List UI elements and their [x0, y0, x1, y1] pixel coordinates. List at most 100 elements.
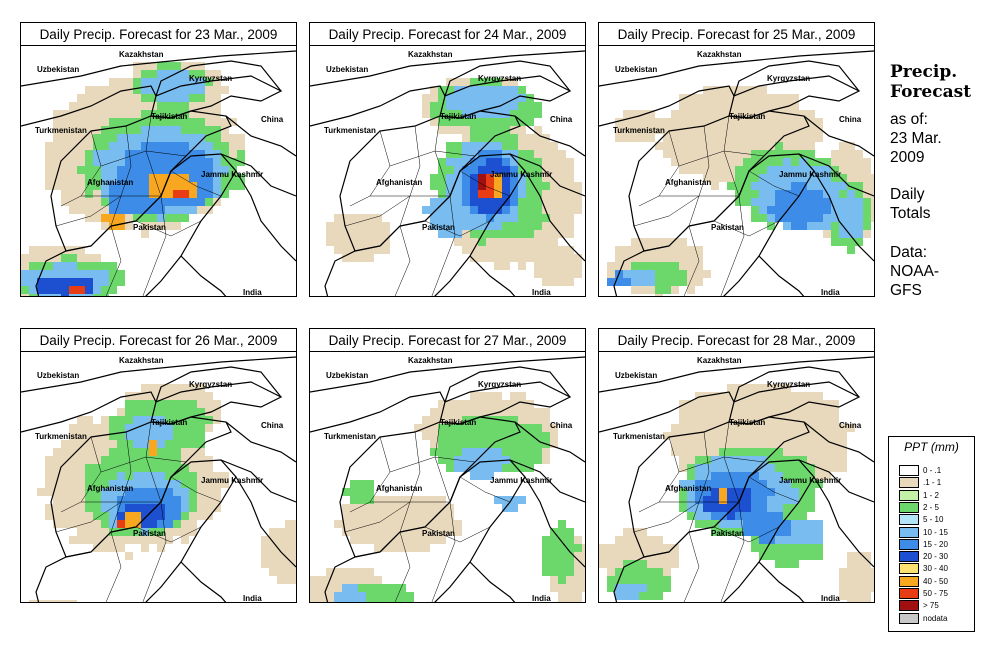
precip-cell — [366, 254, 374, 262]
precip-cell — [366, 600, 374, 602]
precip-cell — [518, 238, 526, 246]
country-border — [813, 170, 874, 262]
precip-cell — [815, 440, 823, 448]
precip-cell — [486, 198, 494, 206]
precip-cell — [165, 206, 173, 214]
precip-cell — [542, 254, 550, 262]
precip-cell — [823, 198, 831, 206]
precip-cell — [783, 448, 791, 456]
precip-cell — [261, 552, 269, 560]
precip-cell — [486, 142, 494, 150]
precip-cell — [839, 456, 847, 464]
precip-cell — [350, 214, 358, 222]
label-uzbekistan: Uzbekistan — [326, 65, 369, 74]
precip-cell — [430, 496, 438, 504]
precip-cell — [767, 384, 775, 392]
precip-cell — [711, 464, 719, 472]
precip-cell — [149, 504, 157, 512]
precip-cell — [109, 94, 117, 102]
legend-swatch — [899, 538, 919, 550]
precip-cell — [526, 246, 534, 254]
precip-cell — [486, 448, 494, 456]
precip-cell — [799, 214, 807, 222]
precip-cell — [478, 246, 486, 254]
precip-cell — [719, 110, 727, 118]
precip-cell — [486, 432, 494, 440]
precip-cell — [671, 158, 679, 166]
precip-cell — [695, 126, 703, 134]
precip-cell — [695, 262, 703, 270]
precip-cell — [534, 230, 542, 238]
precip-cell — [486, 440, 494, 448]
precip-cell — [197, 440, 205, 448]
precip-cell — [863, 552, 871, 560]
precip-cell — [310, 600, 318, 602]
province-border — [688, 431, 710, 533]
precip-cell — [839, 592, 847, 600]
country-border — [599, 85, 735, 127]
precip-cell — [374, 504, 382, 512]
precip-cell — [197, 166, 205, 174]
precip-cell — [61, 600, 69, 602]
precip-cell — [735, 190, 743, 198]
precip-cell — [470, 472, 478, 480]
precip-cell — [173, 182, 181, 190]
precip-cell — [502, 142, 510, 150]
precip-cell — [671, 278, 679, 286]
precip-cell — [342, 528, 350, 536]
legend-swatch — [899, 575, 919, 587]
precip-cell — [767, 456, 775, 464]
precip-cell — [719, 480, 727, 488]
precip-cell — [695, 142, 703, 150]
precip-cell — [334, 592, 342, 600]
precip-cell — [607, 584, 615, 592]
precip-cell — [863, 576, 871, 584]
precip-cell — [791, 544, 799, 552]
precip-cell — [735, 504, 743, 512]
precip-cell — [759, 174, 767, 182]
precip-cell — [719, 424, 727, 432]
precip-cell — [173, 86, 181, 94]
precip-cell — [133, 158, 141, 166]
precip-cell — [446, 416, 454, 424]
province-border — [424, 526, 491, 543]
precip-cell — [430, 214, 438, 222]
precip-cell — [398, 536, 406, 544]
precip-cell — [542, 568, 550, 576]
precip-cell — [101, 150, 109, 158]
precip-cell — [542, 246, 550, 254]
precip-cell — [478, 400, 486, 408]
precip-cell — [767, 552, 775, 560]
precip-cell — [550, 166, 558, 174]
country-border — [220, 153, 296, 197]
precip-map — [310, 46, 585, 296]
precip-cell — [791, 134, 799, 142]
precip-cell — [719, 464, 727, 472]
precip-cell — [631, 270, 639, 278]
precip-cell — [438, 416, 446, 424]
precip-map — [599, 352, 874, 602]
precip-cell — [109, 416, 117, 424]
legend-swatch — [899, 514, 919, 526]
precip-cell — [534, 448, 542, 456]
precip-cell — [61, 174, 69, 182]
precip-cell — [831, 190, 839, 198]
precip-cell — [751, 480, 759, 488]
precip-cell — [261, 536, 269, 544]
precip-cell — [181, 408, 189, 416]
precip-cell — [470, 432, 478, 440]
precip-cell — [631, 560, 639, 568]
precip-cell — [69, 142, 77, 150]
precip-cell — [478, 206, 486, 214]
precip-cell — [719, 118, 727, 126]
precip-cell — [526, 134, 534, 142]
precip-cell — [189, 86, 197, 94]
precip-cell — [213, 110, 221, 118]
precip-cell — [173, 424, 181, 432]
precip-cell — [470, 392, 478, 400]
precip-cell — [639, 560, 647, 568]
precip-cell — [189, 480, 197, 488]
precip-cell — [181, 182, 189, 190]
precip-cell — [149, 520, 157, 528]
precip-cell — [735, 142, 743, 150]
